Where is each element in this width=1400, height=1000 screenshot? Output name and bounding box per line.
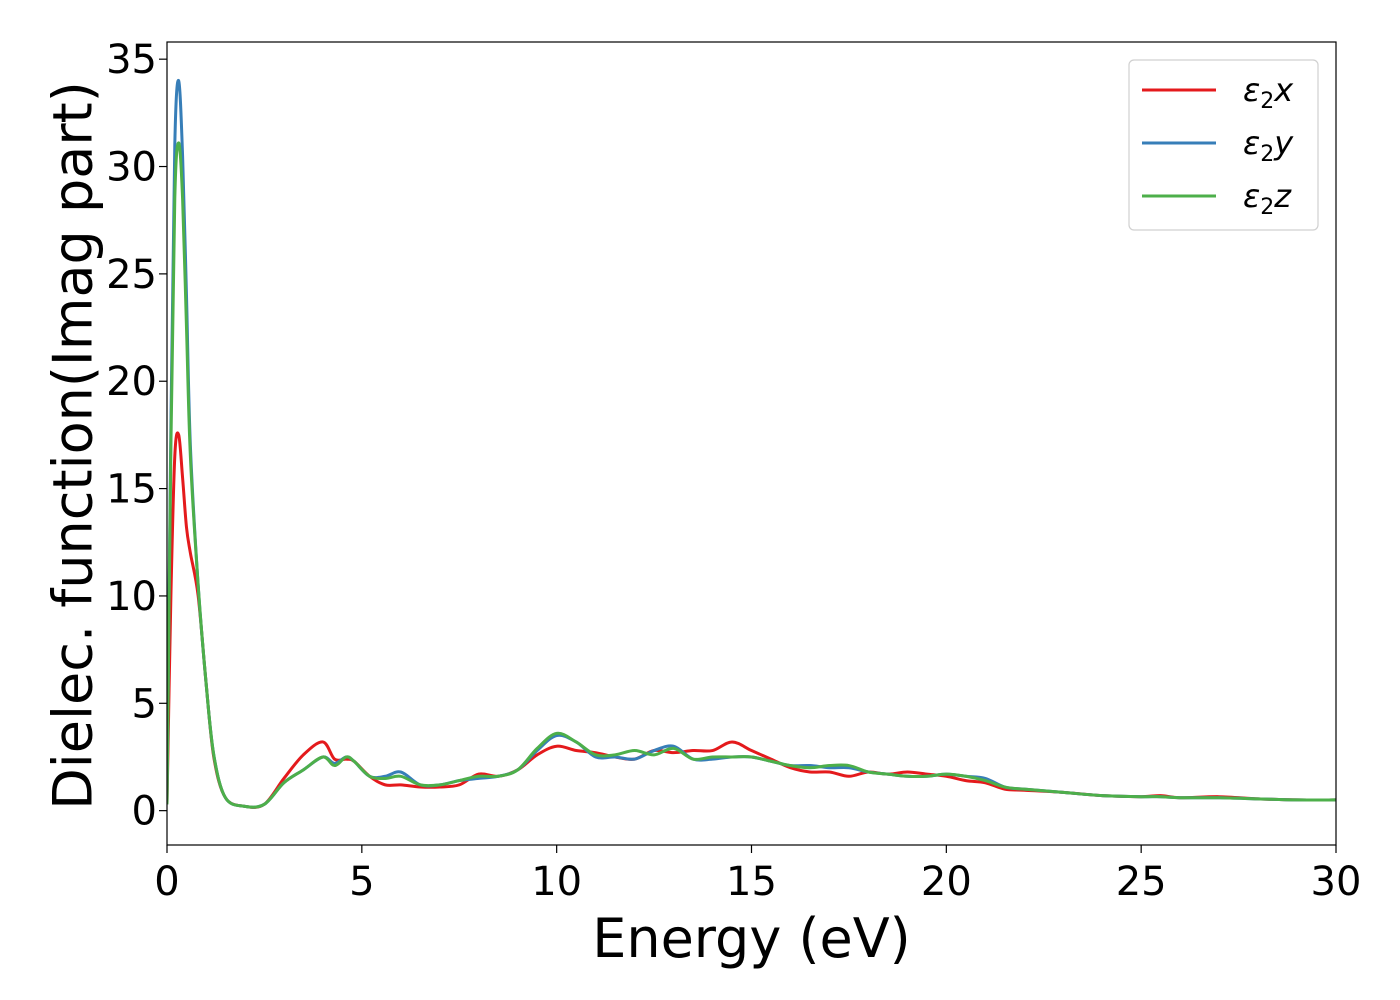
legend-label-y: ε2y	[1243, 124, 1294, 167]
x-tick-label: 10	[531, 859, 582, 905]
legend: ε2x ε2y ε2z	[1128, 59, 1319, 231]
plot-lines	[167, 79, 1336, 809]
y-tick-label: 25	[106, 252, 157, 298]
y-axis-title: Dielec. function(Imag part)	[42, 81, 105, 810]
y-tick-label: 5	[132, 681, 157, 727]
y-tick-label: 0	[132, 789, 157, 835]
x-tick-label: 30	[1311, 859, 1362, 905]
x-tick-label: 0	[154, 859, 179, 905]
y-tick-label: 35	[106, 37, 157, 83]
y-tick-label: 30	[106, 145, 157, 191]
x-axis-ticks: 0 5 10 15 20 25 30	[154, 845, 1361, 905]
x-tick-label: 20	[921, 859, 972, 905]
x-axis-title: Energy (eV)	[592, 907, 911, 970]
x-tick-label: 5	[349, 859, 374, 905]
legend-label-z: ε2z	[1243, 177, 1292, 220]
legend-label-x: ε2x	[1243, 71, 1294, 114]
y-tick-label: 10	[106, 574, 157, 620]
y-tick-label: 15	[106, 467, 157, 513]
x-tick-label: 15	[726, 859, 777, 905]
series-line-z	[167, 141, 1336, 809]
x-tick-label: 25	[1116, 859, 1167, 905]
y-axis-ticks: 0 5 10 15 20 25 30 35	[106, 37, 167, 835]
legend-box	[1128, 59, 1319, 231]
y-tick-label: 20	[106, 359, 157, 405]
